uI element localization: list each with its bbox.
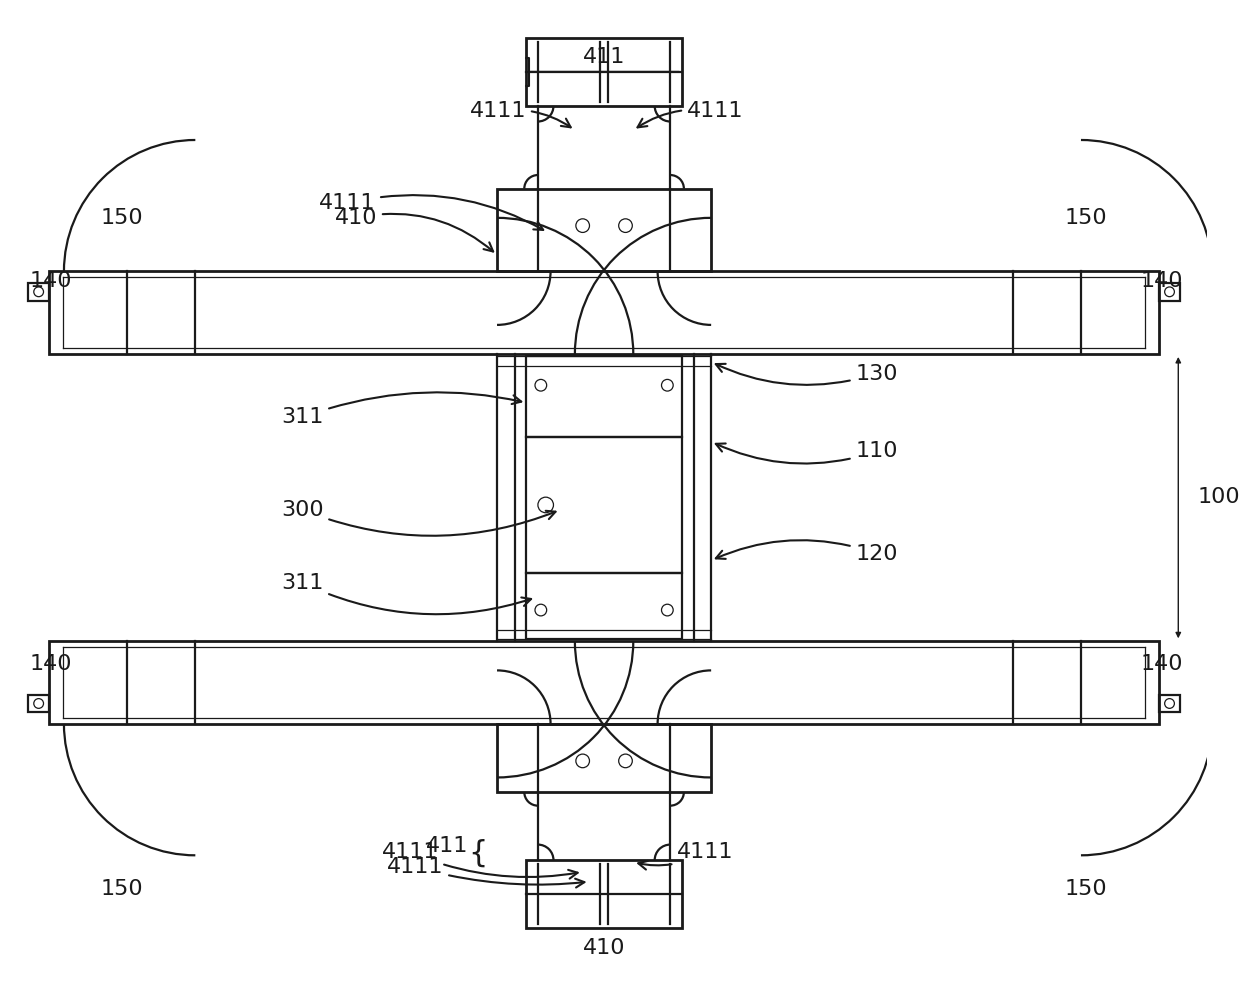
Text: 4111: 4111: [387, 857, 584, 887]
Text: 4111: 4111: [319, 193, 543, 230]
Text: 300: 300: [281, 500, 556, 536]
Text: 311: 311: [281, 392, 521, 428]
Text: 410: 410: [583, 938, 625, 958]
Text: 140: 140: [1141, 654, 1183, 674]
Bar: [1159, 695, 1180, 712]
Text: 100: 100: [1198, 487, 1240, 507]
Text: 311: 311: [281, 572, 531, 615]
Text: 4111: 4111: [470, 101, 570, 128]
Bar: [526, 38, 682, 106]
Text: 140: 140: [30, 654, 72, 674]
Text: 4111: 4111: [637, 101, 743, 128]
Text: 4111: 4111: [382, 842, 578, 878]
Text: 150: 150: [1064, 208, 1107, 227]
Bar: [497, 189, 712, 272]
Bar: [1159, 283, 1180, 301]
Text: 150: 150: [1064, 879, 1107, 899]
Text: 150: 150: [100, 879, 144, 899]
Bar: [50, 272, 1159, 354]
Text: 140: 140: [30, 271, 72, 291]
Text: {: {: [467, 839, 487, 868]
Text: 410: 410: [335, 208, 494, 252]
Bar: [526, 860, 682, 929]
Text: 411: 411: [583, 47, 625, 67]
Text: 110: 110: [715, 442, 898, 464]
Bar: [497, 724, 712, 792]
Text: 4111: 4111: [639, 842, 734, 869]
Text: 140: 140: [1141, 271, 1183, 291]
Text: 120: 120: [715, 540, 898, 563]
Bar: [526, 356, 682, 437]
Bar: [50, 641, 1159, 724]
Bar: [29, 283, 50, 301]
Bar: [526, 437, 682, 573]
Bar: [526, 573, 682, 639]
Text: 150: 150: [100, 208, 144, 227]
Bar: [29, 695, 50, 712]
Text: 411: 411: [425, 836, 467, 855]
Text: 130: 130: [715, 363, 898, 385]
